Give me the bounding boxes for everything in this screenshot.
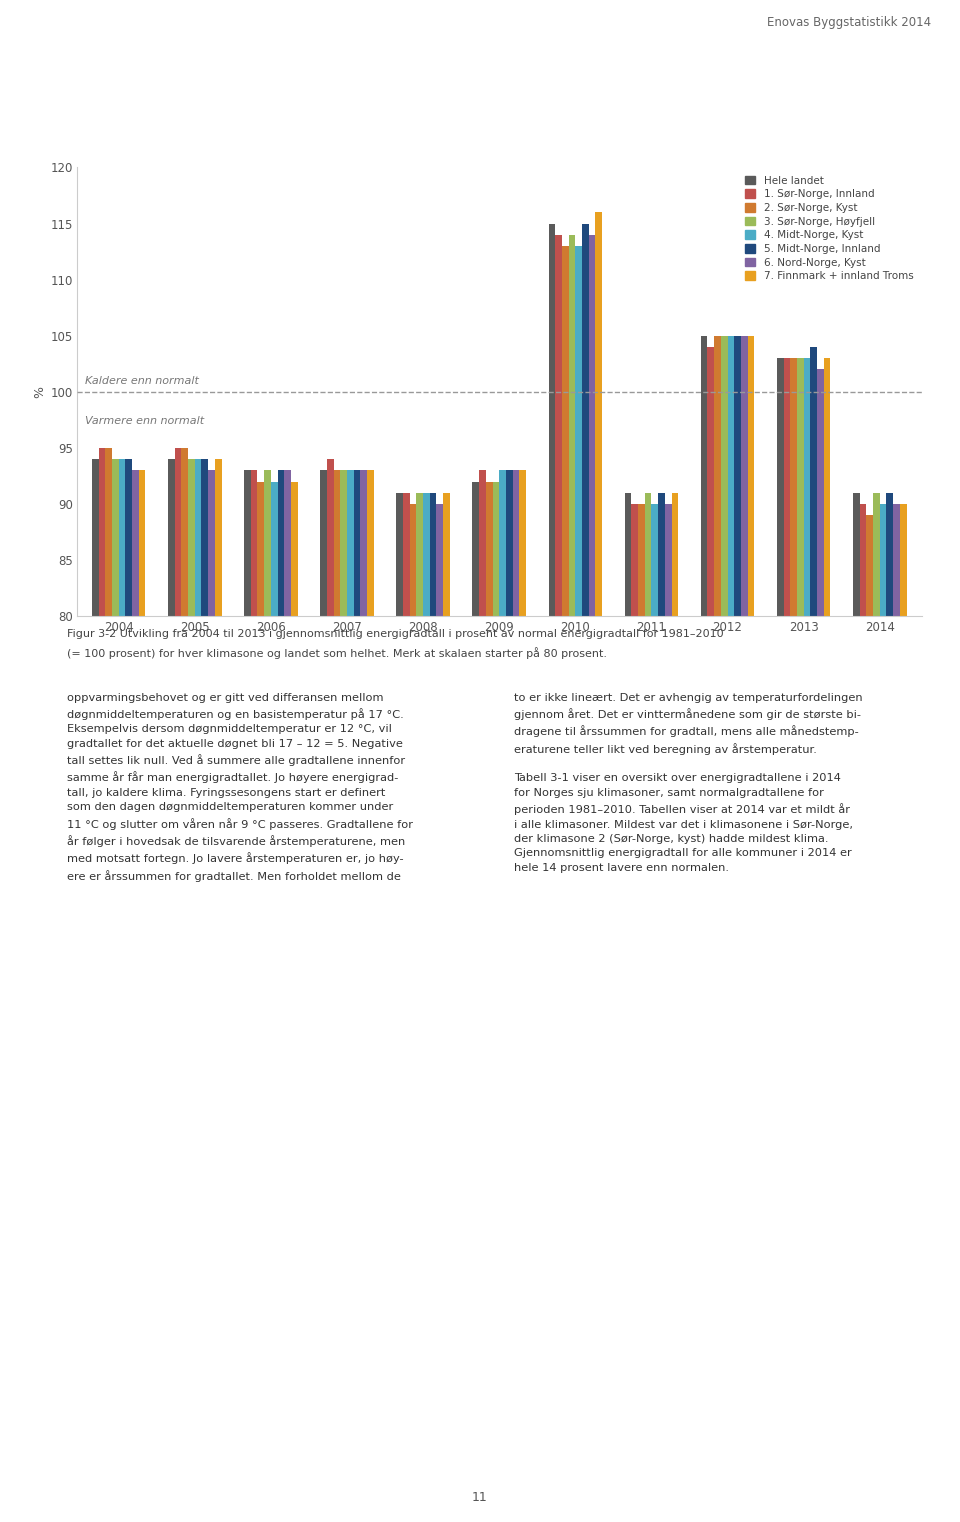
Bar: [486, 481, 492, 1514]
Bar: [367, 470, 373, 1514]
Bar: [353, 470, 360, 1514]
Bar: [417, 493, 423, 1514]
Bar: [472, 481, 479, 1514]
Bar: [333, 470, 340, 1514]
Bar: [625, 493, 632, 1514]
Bar: [748, 336, 755, 1514]
Bar: [284, 470, 291, 1514]
Bar: [588, 234, 595, 1514]
Bar: [175, 447, 181, 1514]
Bar: [859, 504, 866, 1514]
Bar: [479, 470, 486, 1514]
Bar: [638, 504, 645, 1514]
Bar: [582, 224, 588, 1514]
Bar: [728, 336, 734, 1514]
Bar: [106, 447, 112, 1514]
Bar: [568, 234, 575, 1514]
Bar: [575, 247, 582, 1514]
Bar: [132, 470, 139, 1514]
Bar: [595, 213, 602, 1514]
Bar: [632, 504, 638, 1514]
Bar: [852, 493, 859, 1514]
Bar: [291, 481, 298, 1514]
Bar: [340, 470, 347, 1514]
Bar: [645, 493, 652, 1514]
Bar: [741, 336, 748, 1514]
Bar: [886, 493, 893, 1514]
Bar: [866, 516, 873, 1514]
Bar: [513, 470, 519, 1514]
Bar: [430, 493, 437, 1514]
Bar: [126, 460, 132, 1514]
Bar: [403, 493, 410, 1514]
Bar: [423, 493, 430, 1514]
Bar: [783, 358, 790, 1514]
Bar: [797, 358, 804, 1514]
Text: Varmere enn normalt: Varmere enn normalt: [85, 416, 204, 426]
Bar: [492, 481, 499, 1514]
Bar: [659, 493, 665, 1514]
Bar: [708, 347, 714, 1514]
Bar: [817, 370, 824, 1514]
Bar: [734, 336, 741, 1514]
Bar: [99, 447, 106, 1514]
Bar: [555, 234, 562, 1514]
Bar: [506, 470, 513, 1514]
Bar: [714, 336, 721, 1514]
Text: to er ikke lineært. Det er avhengig av temperaturfordelingen
gjennom året. Det e: to er ikke lineært. Det er avhengig av t…: [514, 693, 862, 872]
Legend: Hele landet, 1. Sør-Norge, Innland, 2. Sør-Norge, Kyst, 3. Sør-Norge, Høyfjell, : Hele landet, 1. Sør-Norge, Innland, 2. S…: [742, 172, 917, 285]
Bar: [519, 470, 526, 1514]
Bar: [879, 504, 886, 1514]
Bar: [444, 493, 450, 1514]
Bar: [900, 504, 906, 1514]
Bar: [548, 224, 555, 1514]
Bar: [499, 470, 506, 1514]
Bar: [701, 336, 708, 1514]
Bar: [188, 460, 195, 1514]
Bar: [208, 470, 215, 1514]
Bar: [360, 470, 367, 1514]
Bar: [396, 493, 403, 1514]
Bar: [652, 504, 659, 1514]
Bar: [244, 470, 251, 1514]
Bar: [665, 504, 671, 1514]
Text: Enovas Byggstatistikk 2014: Enovas Byggstatistikk 2014: [767, 15, 931, 29]
Bar: [257, 481, 264, 1514]
Text: Kaldere enn normalt: Kaldere enn normalt: [85, 376, 199, 385]
Bar: [251, 470, 257, 1514]
Bar: [873, 493, 879, 1514]
Bar: [321, 470, 327, 1514]
Bar: [112, 460, 119, 1514]
Bar: [195, 460, 202, 1514]
Text: Figur 3-2 Utvikling fra 2004 til 2013 i gjennomsnittlig energigradtall i prosent: Figur 3-2 Utvikling fra 2004 til 2013 i …: [67, 629, 724, 639]
Bar: [562, 247, 568, 1514]
Y-axis label: %: %: [33, 387, 46, 397]
Bar: [264, 470, 271, 1514]
Bar: [804, 358, 810, 1514]
Text: oppvarmingsbehovet og er gitt ved differansen mellom
døgnmiddeltemperaturen og e: oppvarmingsbehovet og er gitt ved differ…: [67, 693, 413, 881]
Bar: [410, 504, 417, 1514]
Bar: [671, 493, 678, 1514]
Text: 11: 11: [472, 1490, 488, 1504]
Bar: [202, 460, 208, 1514]
Bar: [347, 470, 353, 1514]
Bar: [777, 358, 783, 1514]
Bar: [327, 460, 333, 1514]
Bar: [119, 460, 126, 1514]
Bar: [893, 504, 900, 1514]
Bar: [790, 358, 797, 1514]
Bar: [810, 347, 817, 1514]
Text: (= 100 prosent) for hver klimasone og landet som helhet. Merk at skalaen starter: (= 100 prosent) for hver klimasone og la…: [67, 647, 608, 659]
Bar: [139, 470, 146, 1514]
Bar: [92, 460, 99, 1514]
Bar: [437, 504, 444, 1514]
Bar: [215, 460, 222, 1514]
Bar: [721, 336, 728, 1514]
Bar: [168, 460, 175, 1514]
Bar: [271, 481, 277, 1514]
Bar: [181, 447, 188, 1514]
Bar: [824, 358, 830, 1514]
Bar: [277, 470, 284, 1514]
